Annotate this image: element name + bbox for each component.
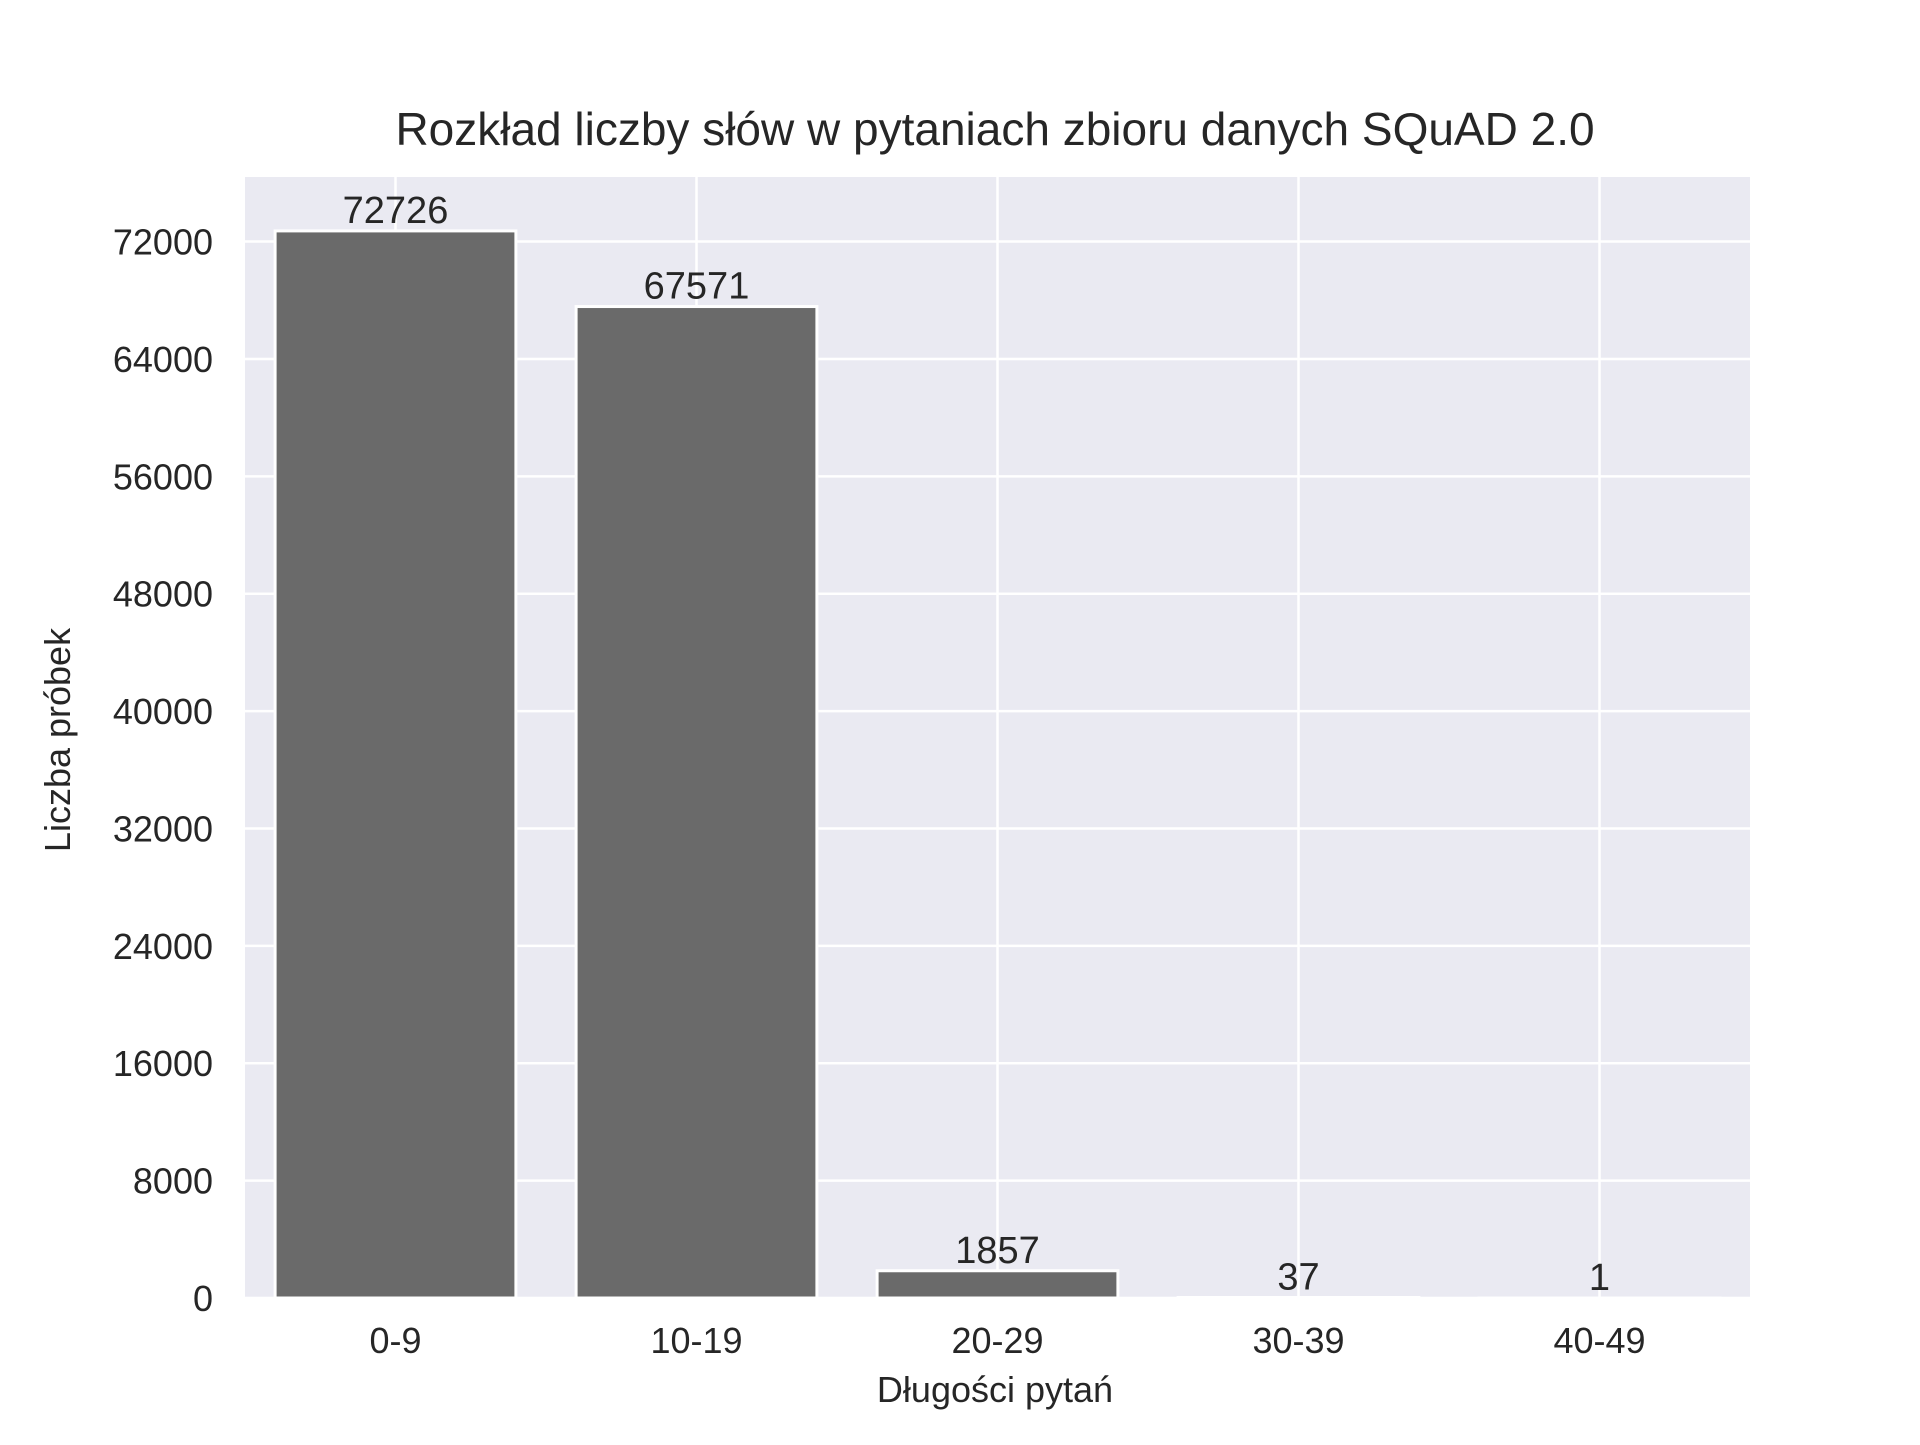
y-axis-label: Liczba próbek <box>37 627 78 852</box>
x-tick-label: 30-39 <box>1252 1320 1344 1361</box>
y-tick-label: 40000 <box>113 691 213 732</box>
x-tick-label: 0-9 <box>369 1320 421 1361</box>
x-axis-label: Długości pytań <box>877 1369 1113 1410</box>
y-tick-label: 56000 <box>113 456 213 497</box>
data-label-20-29: 1857 <box>955 1230 1040 1272</box>
x-tick-label: 20-29 <box>951 1320 1043 1361</box>
x-tick-label: 40-49 <box>1553 1320 1645 1361</box>
y-tick-label: 32000 <box>113 808 213 849</box>
x-tick-label: 10-19 <box>650 1320 742 1361</box>
y-tick-label: 72000 <box>113 222 213 263</box>
bar-20-29 <box>877 1271 1118 1298</box>
data-label-0-9: 72726 <box>343 190 449 232</box>
y-tick-label: 48000 <box>113 574 213 615</box>
data-label-40-49: 1 <box>1589 1257 1610 1299</box>
chart-title: Rozkład liczby słów w pytaniach zbioru d… <box>395 103 1594 155</box>
data-label-10-19: 67571 <box>644 266 750 308</box>
data-label-30-39: 37 <box>1277 1256 1319 1298</box>
bar-0-9 <box>275 231 516 1298</box>
y-tick-label: 64000 <box>113 339 213 380</box>
y-axis-ticks: 0 8000 16000 24000 32000 40000 48000 56000 64000… <box>113 222 213 1319</box>
y-tick-label: 16000 <box>113 1043 213 1084</box>
x-axis-ticks: 0-9 10-19 20-29 30-39 40-49 <box>369 1320 1645 1361</box>
bar-10-19 <box>576 307 817 1298</box>
y-tick-label: 24000 <box>113 926 213 967</box>
y-tick-label: 8000 <box>133 1161 213 1202</box>
y-tick-label: 0 <box>193 1278 213 1319</box>
